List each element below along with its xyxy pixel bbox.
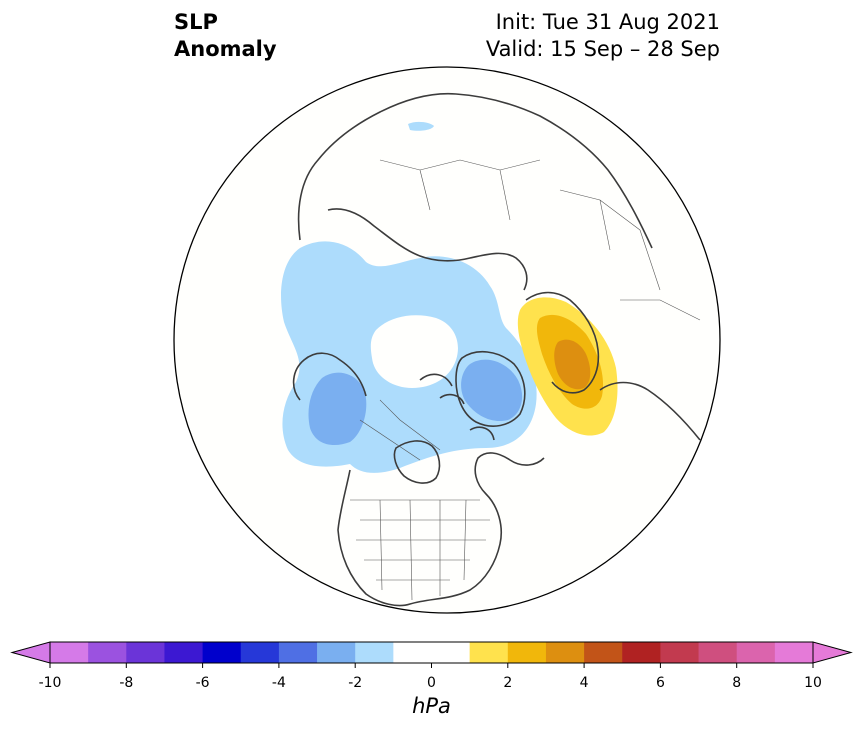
colorbar-over-arrow	[812, 641, 853, 664]
colorbar-swatch	[393, 642, 432, 663]
hudson-bay-coast	[393, 440, 441, 484]
colorbar-tick-label: 2	[503, 675, 512, 691]
colorbar-swatch	[545, 642, 585, 663]
colorbar-swatch	[50, 642, 89, 663]
map-boundary	[173, 66, 721, 614]
colorbar-tick-label: -6	[196, 675, 210, 691]
colorbar-swatch	[584, 642, 623, 663]
title-line-2: Anomaly	[174, 37, 277, 61]
colorbar-swatch	[278, 642, 318, 663]
colorbar-swatch	[736, 642, 776, 663]
gulf-of-alaska-core	[308, 372, 367, 446]
colorbar-tick-label: 10	[804, 675, 822, 691]
colorbar-swatch	[164, 642, 204, 663]
colorbar-swatch	[431, 642, 471, 663]
kara-sea-small	[408, 121, 434, 131]
beaufort-neutral-hole	[370, 315, 458, 388]
greenland-core	[461, 359, 523, 422]
scandinavia-core	[554, 339, 591, 390]
colorbar-unit-label: hPa	[412, 694, 451, 718]
colorbar-tick-label: -2	[348, 675, 362, 691]
colorbar-swatch	[507, 642, 547, 663]
colorbar-swatch	[126, 642, 165, 663]
eurasia-coast	[297, 92, 653, 249]
forecast-dates: Init: Tue 31 Aug 2021 Valid: 15 Sep – 28…	[486, 9, 720, 63]
colorbar-swatch	[88, 642, 127, 663]
greenland-coast	[455, 351, 526, 427]
colorbar-swatch	[660, 642, 700, 663]
colorbar-swatch	[469, 642, 509, 663]
colorbar-swatches	[10, 641, 853, 664]
siberian-coast	[327, 208, 528, 291]
map-title: SLP Anomaly	[174, 9, 277, 63]
colorbar-swatch	[202, 642, 242, 663]
coastlines	[292, 92, 701, 607]
colorbar-tick-label: -8	[119, 675, 133, 691]
polar-map	[173, 66, 721, 614]
colorbar-tick-label: -4	[272, 675, 286, 691]
north-america-coast	[337, 452, 545, 607]
colorbar-tick-label: 0	[427, 675, 436, 691]
colorbar-tick-label: 8	[732, 675, 741, 691]
colorbar-tick-label: -10	[39, 675, 62, 691]
colorbar-tick-label: 6	[656, 675, 665, 691]
colorbar-tick-label: 4	[580, 675, 589, 691]
colorbar-swatch	[317, 642, 356, 663]
colorbar-under-arrow	[10, 641, 51, 664]
state-borders-north-america	[350, 499, 490, 601]
colorbar-swatch	[240, 642, 280, 663]
title-line-1: SLP	[174, 10, 218, 34]
init-date: Init: Tue 31 Aug 2021	[495, 10, 720, 34]
colorbar: -10 -8 -6 -4 -2 0 2 4 6 8 10	[10, 641, 853, 691]
scandinavia-coast	[525, 291, 600, 394]
alaska-coast	[292, 352, 367, 401]
colorbar-swatch	[698, 642, 738, 663]
colorbar-swatch	[622, 642, 661, 663]
arctic-archipelago	[419, 373, 495, 441]
valid-range: Valid: 15 Sep – 28 Sep	[485, 37, 720, 61]
europe-coast	[599, 381, 701, 441]
colorbar-swatch	[774, 642, 814, 663]
colorbar-ticks: -10 -8 -6 -4 -2 0 2 4 6 8 10	[39, 663, 822, 691]
colorbar-swatch	[355, 642, 394, 663]
canada-borders	[359, 399, 441, 461]
country-borders-eurasia	[379, 159, 701, 321]
